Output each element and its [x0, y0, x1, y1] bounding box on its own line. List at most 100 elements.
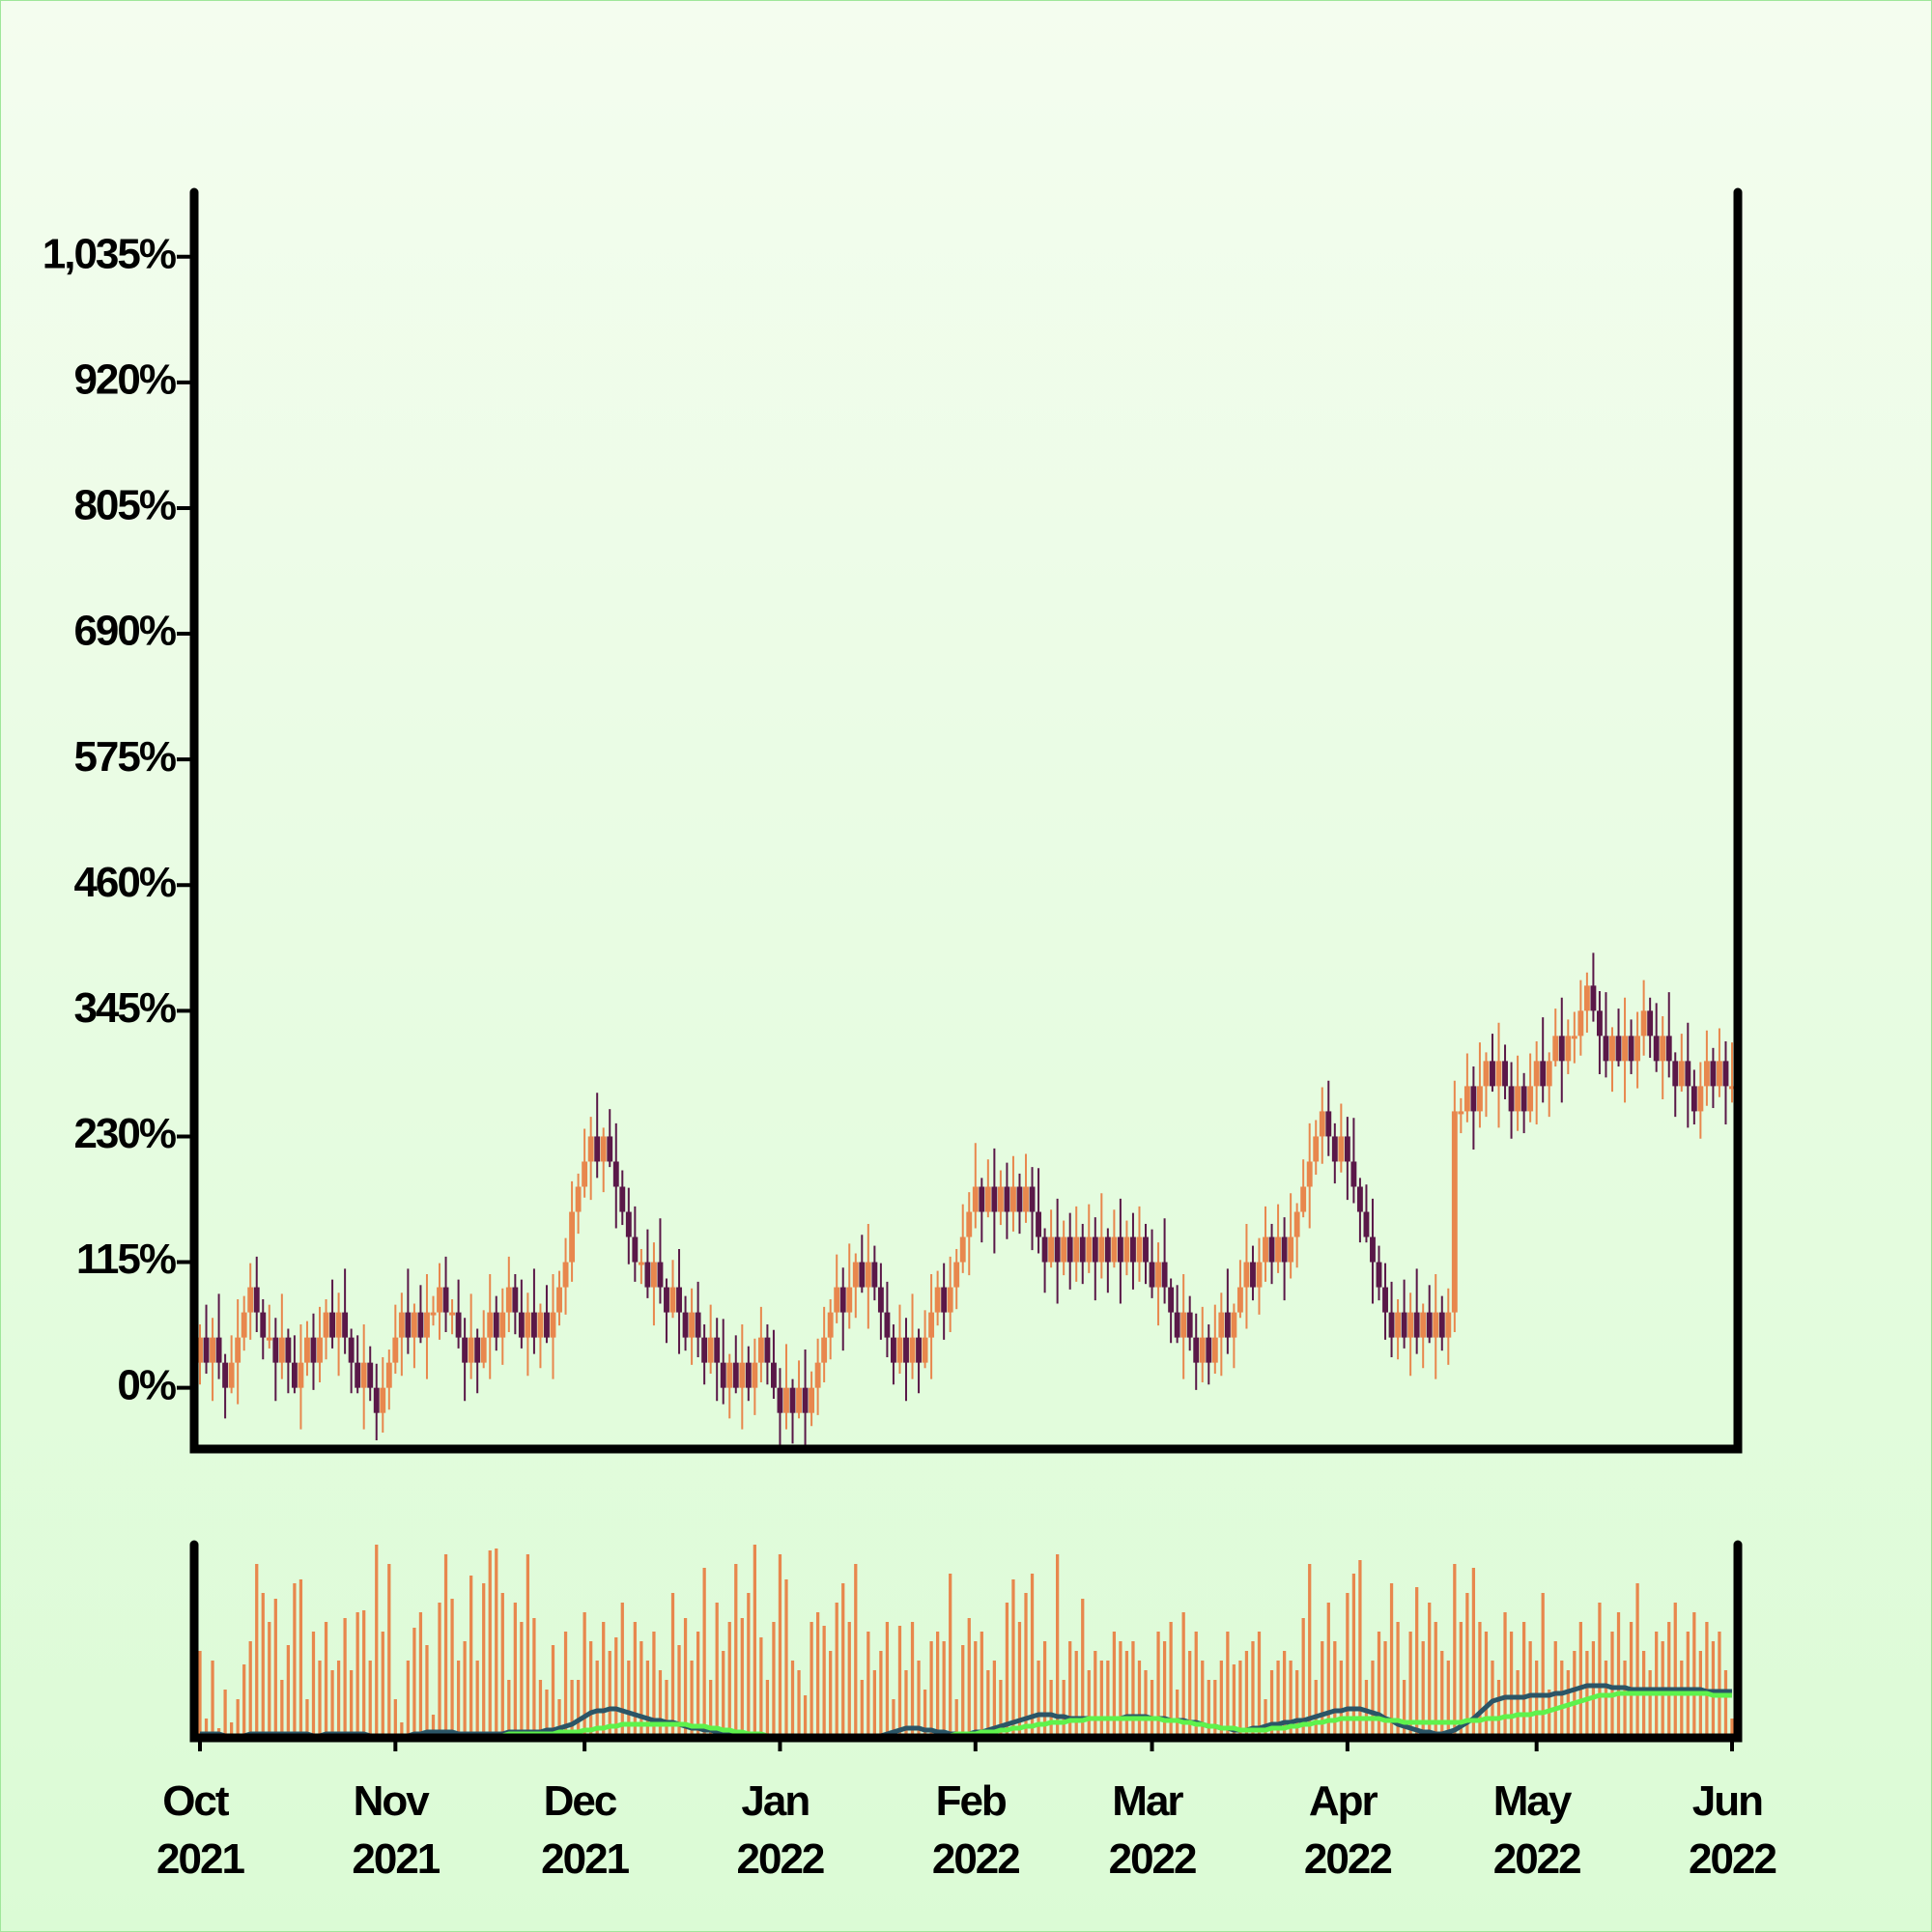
candle-body — [1426, 1312, 1433, 1338]
volume-bar — [1535, 1661, 1539, 1738]
candle-body — [1678, 1061, 1685, 1087]
candle-body — [1395, 1312, 1402, 1338]
volume-bar — [1106, 1661, 1110, 1738]
y-tick-label: 115% — [76, 1236, 176, 1283]
volume-bar — [620, 1603, 624, 1738]
candle-body — [317, 1337, 323, 1363]
volume-bar — [1181, 1612, 1185, 1738]
candle-body — [1502, 1061, 1508, 1087]
volume-bar — [582, 1612, 586, 1738]
candle-body — [1104, 1236, 1111, 1263]
candle-body — [839, 1287, 846, 1313]
y-tick-label: 1,035% — [43, 230, 176, 277]
candle-body — [1079, 1236, 1086, 1263]
volume-bar — [961, 1645, 965, 1738]
candle-body — [1647, 1010, 1654, 1037]
candle-body — [1515, 1086, 1521, 1112]
candle-body — [809, 1387, 815, 1413]
volume-bar — [929, 1641, 933, 1738]
candle-body — [846, 1287, 853, 1313]
candle-body — [385, 1362, 392, 1388]
volume-bar — [204, 1719, 209, 1738]
volume-bar — [355, 1612, 359, 1738]
volume-bar — [727, 1622, 731, 1738]
volume-bar — [1062, 1680, 1065, 1738]
candle-body — [783, 1387, 789, 1413]
y-tick-label: 230% — [73, 1110, 175, 1157]
candle-body — [411, 1312, 417, 1338]
candle-body — [544, 1312, 550, 1338]
candle-body — [1073, 1236, 1080, 1263]
volume-bar — [923, 1690, 927, 1738]
volume-bar — [1655, 1632, 1659, 1738]
candle-body — [272, 1337, 279, 1363]
candle-body — [664, 1287, 669, 1313]
volume-bar — [980, 1632, 983, 1738]
candle-body — [1168, 1287, 1175, 1313]
candle-body — [638, 1262, 644, 1265]
volume-bar — [690, 1661, 694, 1738]
candle-body — [569, 1211, 576, 1263]
candle-body — [215, 1337, 222, 1363]
candle-body — [650, 1262, 657, 1288]
volume-bar — [545, 1690, 549, 1738]
candle-body — [594, 1136, 601, 1162]
candle-body — [1250, 1262, 1256, 1288]
volume-bar — [1339, 1661, 1343, 1738]
volume-bar — [702, 1568, 706, 1738]
volume-bar — [406, 1661, 411, 1738]
volume-bar — [627, 1661, 631, 1738]
volume-bar — [495, 1548, 498, 1738]
candle-body — [260, 1312, 267, 1338]
volume-bar — [683, 1618, 688, 1738]
candle-body — [1306, 1161, 1313, 1187]
x-tick-label: Jan 2022 — [737, 1777, 824, 1883]
candle-body — [424, 1312, 430, 1338]
volume-bar — [1201, 1661, 1205, 1738]
volume-bar — [298, 1579, 303, 1738]
candle-body — [398, 1312, 405, 1338]
volume-bar — [1244, 1651, 1249, 1738]
candle-body — [1155, 1262, 1162, 1288]
candle-body — [247, 1287, 254, 1313]
volume-bar — [1176, 1690, 1179, 1738]
volume-bar — [1730, 1719, 1734, 1738]
volume-bar — [520, 1622, 524, 1738]
volume-bar — [450, 1599, 454, 1738]
volume-bar — [810, 1622, 813, 1738]
candle-body — [1111, 1236, 1118, 1263]
volume-bar — [1686, 1632, 1690, 1738]
candle-body — [1098, 1236, 1105, 1263]
candle-body — [1193, 1337, 1200, 1363]
volume-bar — [1094, 1651, 1097, 1738]
volume-bar — [418, 1612, 423, 1738]
candle-body — [764, 1337, 771, 1363]
candle-body — [757, 1337, 764, 1363]
candle-body — [367, 1362, 374, 1388]
candle-body — [1660, 1036, 1666, 1062]
candle-body — [530, 1312, 537, 1338]
volume-bar — [538, 1680, 543, 1738]
candle-body — [1717, 1061, 1722, 1087]
volume-bar — [1358, 1560, 1362, 1738]
volume-bar — [463, 1641, 467, 1738]
volume-bar — [1326, 1603, 1330, 1738]
volume-bar — [954, 1699, 958, 1738]
volume-bar — [387, 1564, 391, 1738]
volume-bar — [1453, 1564, 1457, 1738]
candle-body — [1697, 1086, 1704, 1112]
candle-body — [474, 1337, 481, 1363]
candle-body — [1533, 1061, 1540, 1087]
volume-bar — [1509, 1632, 1514, 1738]
candle-body — [1685, 1061, 1691, 1087]
axes — [189, 187, 1743, 1743]
candle-body — [203, 1337, 210, 1363]
volume-bar — [1081, 1599, 1085, 1738]
volume-bar — [1112, 1632, 1117, 1738]
volume-bar — [765, 1680, 770, 1738]
candle-body — [916, 1337, 922, 1363]
candle-body — [1061, 1236, 1067, 1263]
candle-body — [1231, 1312, 1237, 1338]
volume-bar — [1446, 1661, 1450, 1738]
volume-bar — [1213, 1680, 1217, 1738]
